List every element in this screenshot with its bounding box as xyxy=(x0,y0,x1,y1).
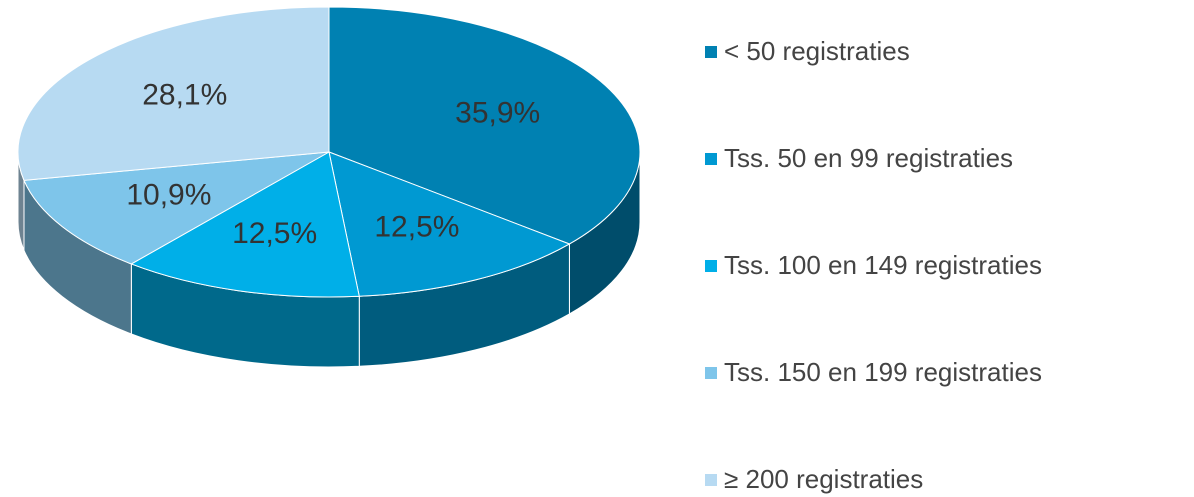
legend-label: Tss. 150 en 199 registraties xyxy=(724,357,1042,387)
slice xyxy=(328,6,641,245)
data-label: 12,5% xyxy=(232,217,317,250)
data-label: 35,9% xyxy=(455,97,540,130)
data-label: 12,5% xyxy=(374,211,459,244)
legend-swatch xyxy=(705,153,717,165)
legend-swatch xyxy=(705,260,717,272)
slice xyxy=(130,151,360,298)
legend-label: Tss. 100 en 149 registraties xyxy=(724,250,1042,280)
slice xyxy=(23,151,330,265)
slice xyxy=(17,6,330,181)
data-label: 28,1% xyxy=(142,79,227,112)
legend-label: < 50 registraties xyxy=(724,36,910,66)
data-label: 10,9% xyxy=(126,179,211,212)
legend-label: ≥ 200 registraties xyxy=(724,464,923,494)
legend-swatch xyxy=(705,474,717,486)
legend-swatch xyxy=(705,46,717,58)
slice xyxy=(328,151,571,297)
legend-label: Tss. 50 en 99 registraties xyxy=(724,143,1013,173)
legend-swatch xyxy=(705,367,717,379)
